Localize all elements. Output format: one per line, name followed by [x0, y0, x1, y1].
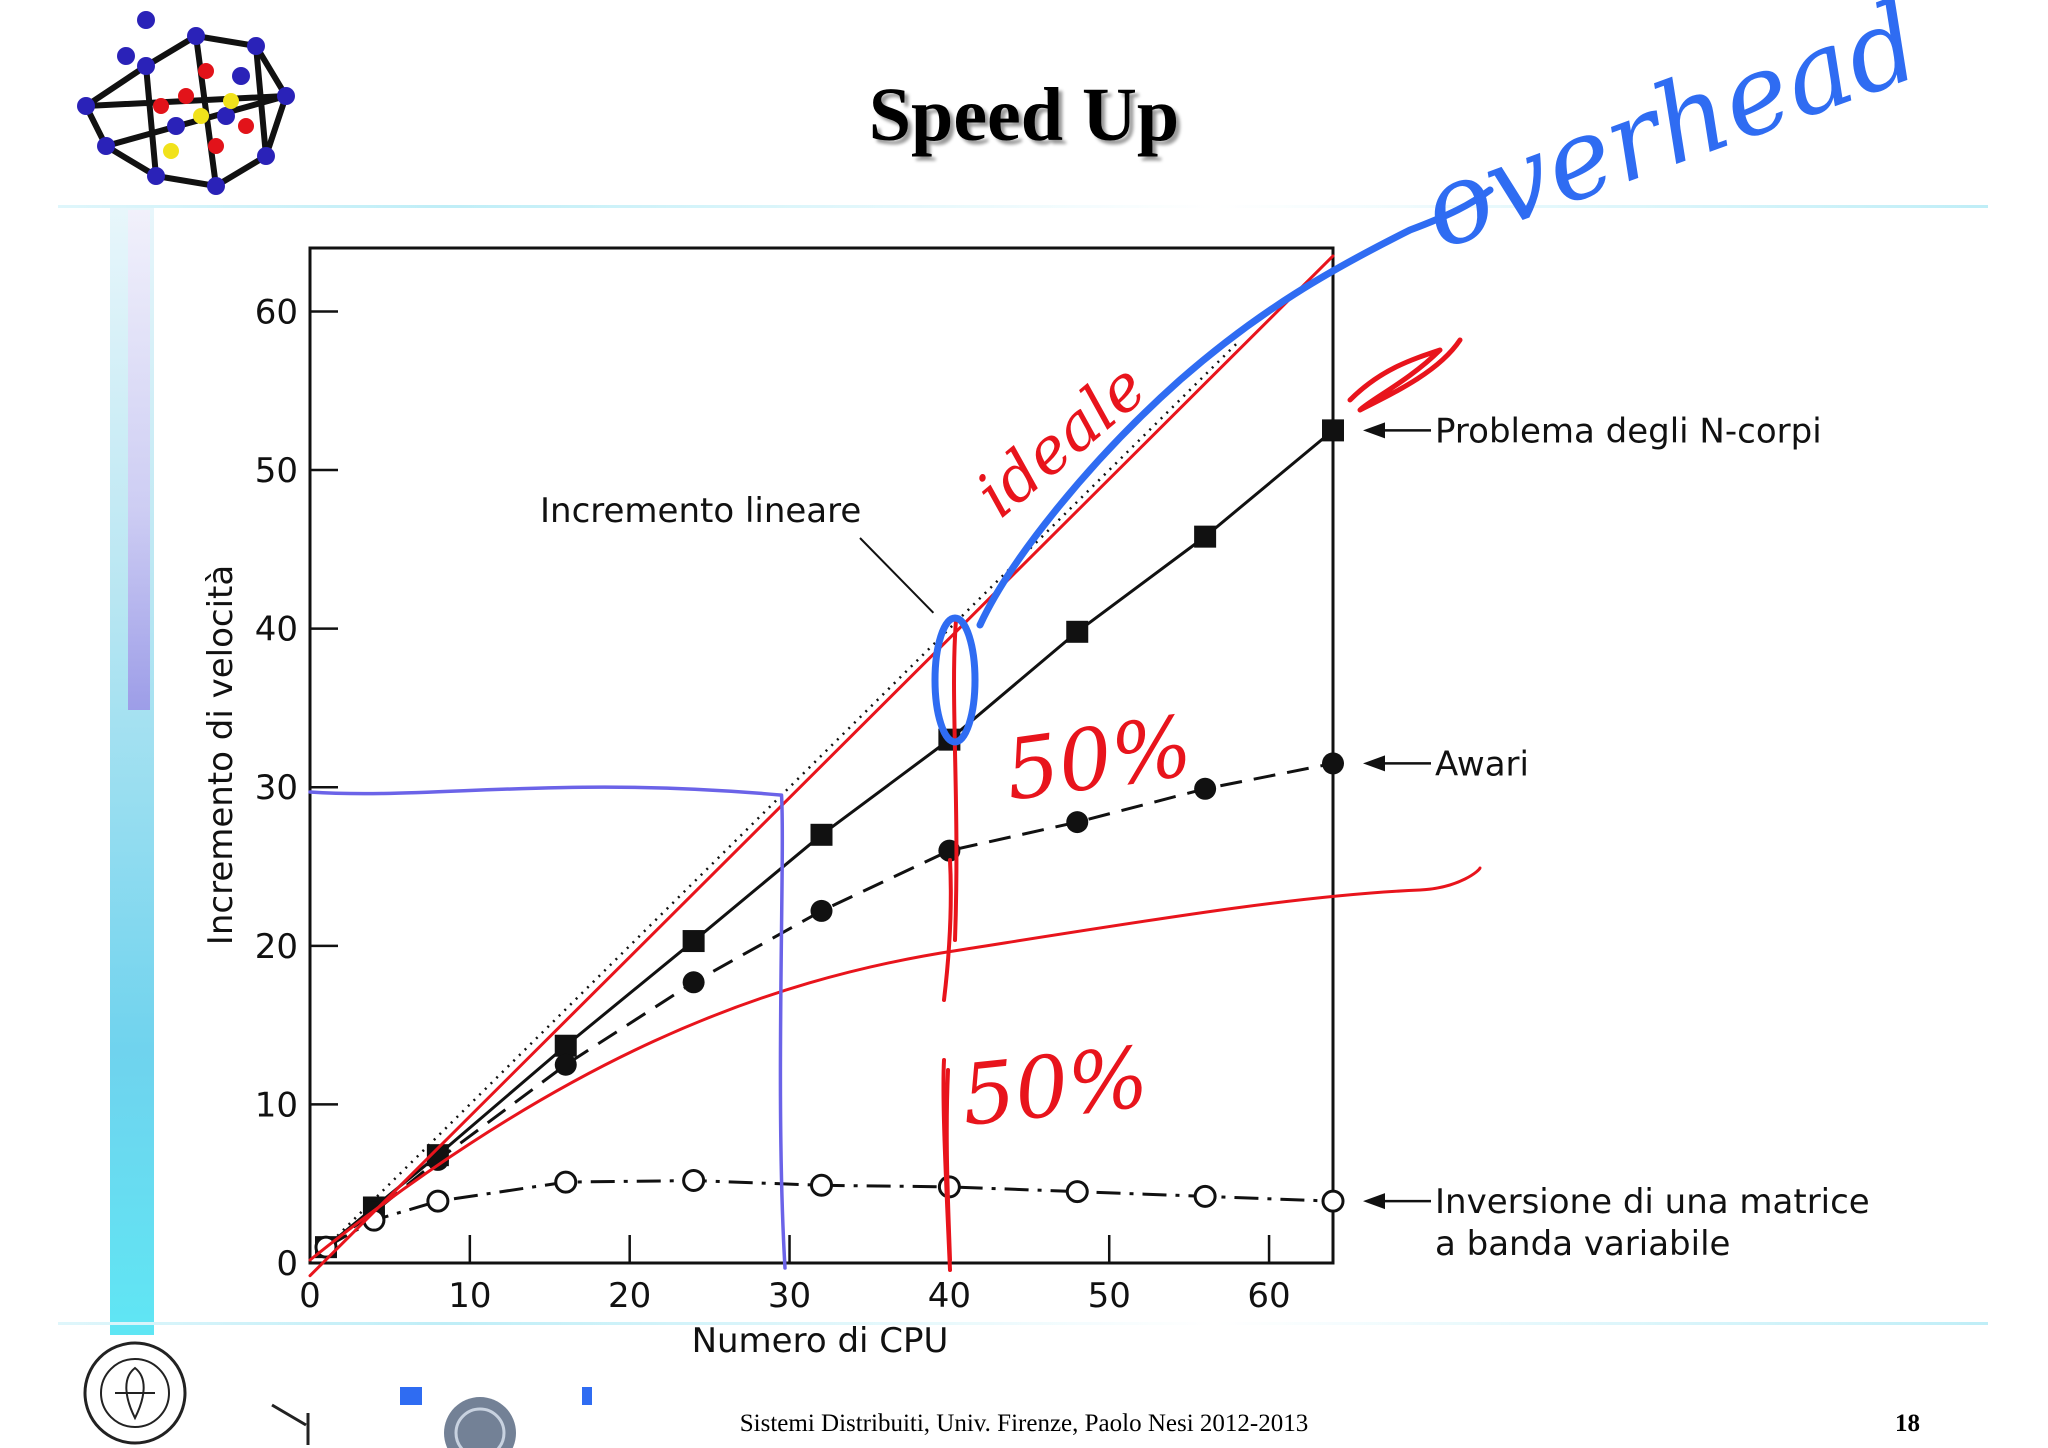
data-point-open-circle — [554, 1170, 578, 1194]
y-tick-label: 30 — [255, 768, 298, 808]
ink-red-scribble — [1347, 337, 1463, 413]
data-point-open-circle — [1065, 1180, 1089, 1204]
x-axis-label: Numero di CPU — [692, 1321, 949, 1361]
y-tick-label: 40 — [255, 610, 298, 650]
data-point-open-circle — [1193, 1184, 1217, 1208]
y-tick-label: 20 — [255, 927, 298, 967]
x-tick-label: 60 — [1247, 1276, 1290, 1316]
series-line-3 — [325, 761, 1334, 1249]
matrix-inversion-label-line2: a banda variabile — [1435, 1224, 1730, 1264]
data-point-open-circle — [810, 1173, 833, 1197]
molecule-logo-icon — [77, 11, 295, 195]
x-tick-label: 40 — [928, 1276, 971, 1316]
ink-text-50-upper: 50% — [999, 697, 1198, 820]
data-point-open-circle — [682, 1169, 706, 1193]
data-point-circle — [1066, 811, 1089, 834]
matrix-inversion-label-arrowhead — [1363, 1193, 1385, 1210]
data-point-open-circle — [426, 1189, 450, 1213]
ink-violet-guide — [308, 785, 787, 1270]
x-tick-label: 10 — [448, 1276, 491, 1316]
bottom-rule — [58, 1322, 1988, 1325]
top-rule — [58, 205, 1988, 208]
page-number: 18 — [1895, 1410, 1920, 1437]
data-point-square — [554, 1034, 577, 1057]
n-body-label-arrowhead — [1363, 422, 1385, 439]
ink-blue-loop — [931, 614, 979, 746]
department-logo-icon — [271, 1387, 592, 1448]
linear-increment-pointer — [859, 537, 935, 614]
y-tick-label: 60 — [255, 292, 298, 332]
data-point-square — [1066, 620, 1089, 643]
data-point-square — [1322, 419, 1344, 442]
y-axis-label: Incremento di velocità — [201, 565, 241, 945]
linear-increment-label: Incremento lineare — [540, 491, 861, 531]
data-point-circle — [682, 971, 705, 994]
slide-title: Speed Up — [868, 73, 1180, 157]
university-seal-icon — [83, 1341, 187, 1445]
ink-text-50-lower: 50% — [957, 1028, 1153, 1145]
data-point-circle — [810, 899, 833, 922]
ink-text-overhead: overhead — [1405, 0, 1936, 274]
matrix-inversion-label: Inversione di una matrice — [1435, 1182, 1870, 1222]
n-body-label: Problema degli N-corpi — [1435, 411, 1822, 451]
y-tick-label: 50 — [255, 451, 298, 491]
x-tick-label: 50 — [1088, 1276, 1131, 1316]
x-tick-label: 30 — [768, 1276, 811, 1316]
footer-text: Sistemi Distribuiti, Univ. Firenze, Paol… — [739, 1410, 1309, 1437]
x-tick-label: 20 — [608, 1276, 651, 1316]
ink-blue-curve — [976, 186, 1494, 629]
y-tick-label: 10 — [255, 1085, 298, 1125]
data-point-circle — [554, 1053, 577, 1076]
data-point-open-circle — [1321, 1189, 1345, 1213]
data-point-circle — [1322, 752, 1344, 775]
y-tick-label: 0 — [276, 1244, 298, 1284]
awari-label-arrowhead — [1363, 755, 1385, 772]
data-point-square — [682, 930, 705, 953]
ink-red-curve — [308, 866, 1482, 1262]
ink-red-vertical-b — [941, 1058, 952, 1272]
side-decoration-inner — [128, 210, 150, 710]
ink-ideal-line — [308, 254, 1335, 1278]
data-point-circle — [1194, 777, 1217, 800]
awari-label: Awari — [1435, 744, 1529, 784]
x-tick-label: 0 — [299, 1276, 321, 1316]
data-point-square — [810, 823, 833, 846]
data-point-square — [1194, 525, 1217, 548]
